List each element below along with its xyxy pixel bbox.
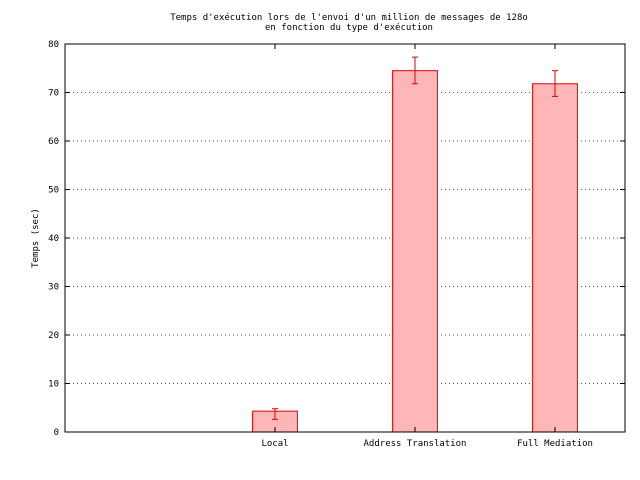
- bar-address-translation: [392, 70, 438, 433]
- bar-full-mediation: [532, 83, 578, 433]
- y-tick-label: 50: [48, 186, 59, 196]
- x-axis-ticks: Local Address Translation Full Mediation: [261, 44, 593, 449]
- y-tick-label: 20: [48, 331, 59, 341]
- x-tick-label: Address Translation: [364, 439, 467, 449]
- y-tick-label: 10: [48, 380, 59, 390]
- y-tick-label: 0: [54, 428, 59, 438]
- y-tick-label: 80: [48, 40, 59, 50]
- gridlines: [65, 92, 625, 384]
- error-bars: [272, 56, 558, 420]
- bars: [252, 70, 578, 433]
- chart-title-line-2: en fonction du type d'exécution: [265, 22, 433, 33]
- y-axis-label: Temps (sec): [31, 208, 41, 268]
- y-tick-label: 30: [48, 283, 59, 293]
- y-axis-ticks: 0 10 20 30 40 50 60 70 80: [48, 40, 625, 438]
- chart-title-line-1: Temps d'exécution lors de l'envoi d'un m…: [170, 12, 528, 23]
- y-tick-label: 60: [48, 137, 59, 147]
- y-tick-label: 40: [48, 234, 59, 244]
- x-tick-label: Local: [261, 439, 288, 449]
- chart-title: Temps d'exécution lors de l'envoi d'un m…: [170, 12, 528, 33]
- y-tick-label: 70: [48, 89, 59, 99]
- x-tick-label: Full Mediation: [517, 439, 593, 449]
